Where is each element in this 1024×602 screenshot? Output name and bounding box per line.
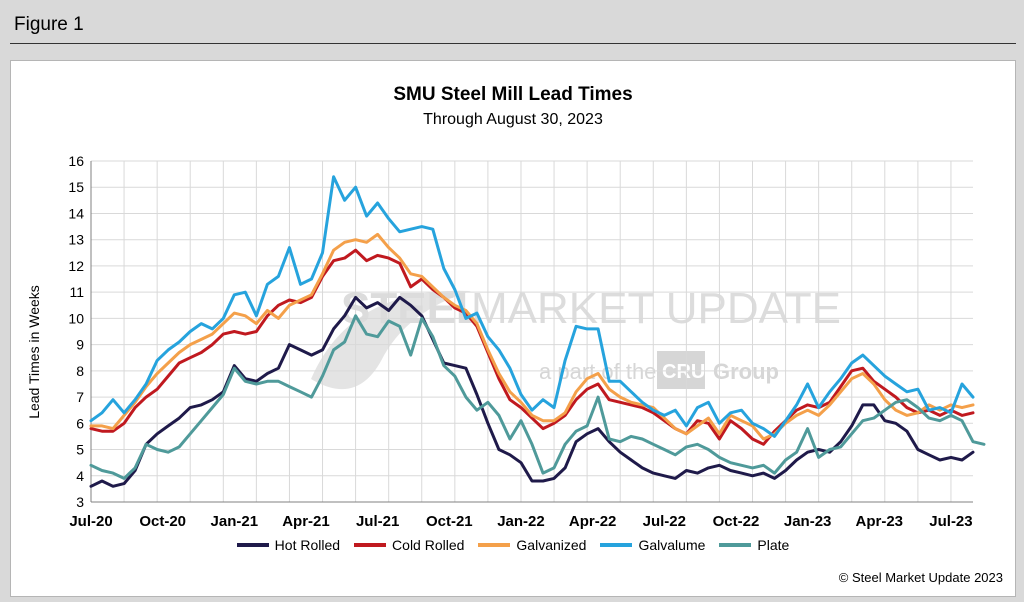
series-line-cold-rolled: [89, 248, 975, 446]
legend-swatch-galvalume: [600, 543, 633, 547]
x-tick-label-apr-21: Apr-21: [282, 513, 330, 530]
x-tick-label-apr-22: Apr-22: [569, 513, 617, 530]
legend-item-galvalume[interactable]: Galvalume: [600, 537, 705, 553]
y-tick-label-3: 3: [76, 494, 84, 510]
axes: 3 4 5 6 7 8 9 10 11 12 13 14 15 16 Jul-20 Oct-20 Jan-21 A…: [68, 153, 973, 530]
watermark-sub-text-1: a part of the: [539, 359, 656, 384]
y-tick-label-5: 5: [76, 442, 84, 458]
legend-label-hot-rolled: Hot Rolled: [274, 537, 341, 553]
watermark-brand-text: CRU: [662, 361, 705, 383]
x-tick-label-jul-21: Jul-21: [356, 513, 399, 530]
x-tick-label-oct-21: Oct-21: [426, 513, 473, 530]
y-tick-label-13: 13: [68, 232, 84, 248]
chart-subtitle: Through August 30, 2023: [423, 111, 603, 128]
legend-label-galvanized: Galvanized: [516, 537, 587, 553]
y-tick-label-9: 9: [76, 337, 84, 353]
series-line-galvalume: [89, 175, 975, 438]
y-axis-label: Lead Times in Weeks: [26, 285, 42, 419]
chart-panel: STEEL MARKET UPDATE a part of the CRU Gr…: [10, 60, 1016, 597]
legend-item-plate[interactable]: Plate: [719, 537, 789, 553]
y-tick-label-16: 16: [68, 153, 84, 169]
x-tick-label-oct-22: Oct-22: [713, 513, 760, 530]
y-tick-label-10: 10: [68, 310, 84, 326]
x-tick-label-jul-20: Jul-20: [69, 513, 112, 530]
x-tick-label-jan-22: Jan-22: [497, 513, 545, 530]
legend-swatch-plate: [719, 543, 752, 547]
figure-rule: [10, 43, 1016, 44]
legend-item-cold-rolled[interactable]: Cold Rolled: [354, 537, 464, 553]
x-tick-label-jul-23: Jul-23: [929, 513, 972, 530]
y-tick-label-8: 8: [76, 363, 84, 379]
y-tick-label-4: 4: [76, 468, 84, 484]
series-line-plate: [89, 314, 986, 480]
y-tick-label-15: 15: [68, 179, 84, 195]
x-tick-label-apr-23: Apr-23: [856, 513, 904, 530]
y-tick-label-14: 14: [68, 205, 84, 221]
legend-swatch-galvanized: [478, 543, 511, 547]
y-tick-label-7: 7: [76, 389, 84, 405]
grid: [90, 160, 973, 503]
figure-label: Figure 1: [14, 14, 84, 35]
legend-swatch-hot-rolled: [236, 543, 269, 547]
legend: Hot Rolled Cold Rolled Galvanized Galval…: [11, 537, 1015, 553]
legend-label-cold-rolled: Cold Rolled: [392, 537, 465, 553]
x-tick-label-oct-20: Oct-20: [139, 513, 186, 530]
watermark-brand-box: [657, 351, 705, 389]
chart-title: SMU Steel Mill Lead Times: [393, 84, 632, 105]
watermark-sub-text-2: Group: [713, 359, 779, 384]
legend-item-hot-rolled[interactable]: Hot Rolled: [236, 537, 341, 553]
copyright: © Steel Market Update 2023: [838, 570, 1003, 585]
y-tick-label-11: 11: [69, 284, 84, 300]
series-lines: [89, 175, 986, 488]
legend-label-plate: Plate: [757, 537, 790, 553]
line-chart: STEEL MARKET UPDATE a part of the CRU Gr…: [26, 84, 986, 530]
x-tick-label-jan-23: Jan-23: [784, 513, 832, 530]
watermark: STEEL MARKET UPDATE a part of the CRU Gr…: [311, 284, 841, 390]
y-tick-label-12: 12: [68, 258, 84, 274]
y-tick-label-6: 6: [76, 415, 84, 431]
legend-item-galvanized[interactable]: Galvanized: [478, 537, 586, 553]
x-tick-label-jan-21: Jan-21: [211, 513, 259, 530]
legend-label-galvalume: Galvalume: [638, 537, 706, 553]
watermark-swoosh: [311, 290, 471, 390]
series-line-galvanized: [89, 232, 975, 441]
x-tick-label-jul-22: Jul-22: [643, 513, 686, 530]
legend-swatch-cold-rolled: [354, 543, 387, 547]
